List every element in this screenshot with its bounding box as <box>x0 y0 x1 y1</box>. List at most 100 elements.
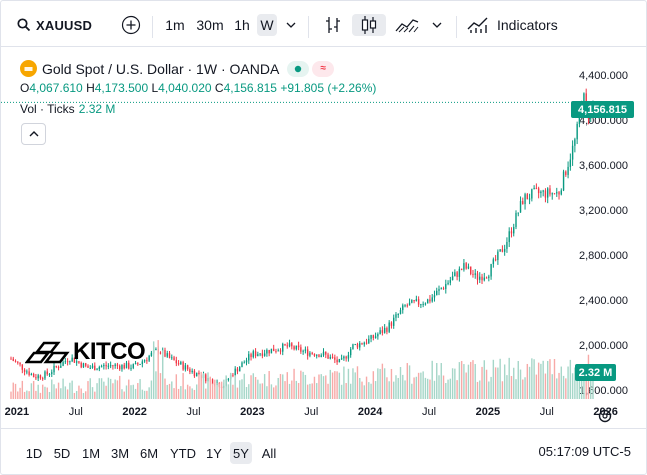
interval-1h[interactable]: 1h <box>234 17 250 33</box>
symbol-name: XAUUSD <box>36 17 93 33</box>
indicators-button[interactable]: Indicators <box>467 14 567 36</box>
interval-dropdown[interactable] <box>283 14 299 36</box>
range-ytd[interactable]: YTD <box>170 445 196 461</box>
candle-body <box>82 363 85 368</box>
candle-body <box>488 276 490 278</box>
toolbar-divider <box>308 16 309 38</box>
candle-body <box>329 356 332 359</box>
area-chart-icon <box>395 19 419 33</box>
kitco-logo: KITCO <box>25 338 146 366</box>
candle-body <box>381 330 384 333</box>
x-axis-label: 2023 <box>240 406 264 418</box>
candle-body <box>71 357 73 362</box>
volume-bar <box>103 381 105 399</box>
volume-bar <box>150 380 153 399</box>
x-axis-label: 2024 <box>358 406 383 418</box>
area-chart-style-button[interactable] <box>392 14 422 36</box>
interval-weekly[interactable]: W <box>257 14 277 36</box>
range-3m[interactable]: 3M <box>110 445 130 461</box>
range-1m[interactable]: 1M <box>81 445 101 461</box>
candle-body <box>159 352 162 354</box>
search-icon <box>17 18 31 32</box>
candle-body <box>69 361 71 363</box>
candle-body <box>98 367 101 370</box>
volume-bar <box>370 383 372 399</box>
candle-body <box>239 367 241 372</box>
volume-bar <box>177 388 180 399</box>
candle-body <box>121 364 123 370</box>
volume-bar <box>311 383 313 399</box>
candle-body <box>531 189 533 199</box>
volume-bar <box>585 365 587 399</box>
candle-body <box>19 362 21 365</box>
collapse-legend-button[interactable] <box>21 123 46 145</box>
candle-body <box>189 369 191 373</box>
market-open-icon[interactable] <box>287 60 310 77</box>
candle-body <box>340 358 343 360</box>
candle-body <box>87 365 89 368</box>
volume-bar <box>30 383 33 399</box>
interval-1m[interactable]: 1m <box>165 17 185 33</box>
volume-bar <box>406 363 408 399</box>
candle-body <box>10 358 12 360</box>
range-1y[interactable]: 1Y <box>206 445 222 461</box>
close-key: C <box>214 81 224 95</box>
range-1d[interactable]: 1D <box>25 445 43 461</box>
candle-body <box>549 188 551 195</box>
candles-style-button[interactable] <box>352 14 386 36</box>
candle-body <box>571 145 574 160</box>
candle-body <box>569 159 572 167</box>
candle-body <box>14 360 17 362</box>
compare-symbol-button[interactable] <box>120 14 142 36</box>
volume-bar <box>408 365 411 399</box>
volume-bar <box>411 383 413 399</box>
candle-body <box>279 350 282 352</box>
volume-bar <box>286 372 288 399</box>
symbol-description: Gold Spot / U.S. Dollar · 1W · OANDA <box>42 60 280 77</box>
volume-bar <box>365 376 368 399</box>
volume-bar <box>191 388 193 399</box>
bar-chart-style-button[interactable] <box>320 14 346 36</box>
candle-body <box>320 355 322 358</box>
delayed-data-icon[interactable]: ≈ <box>312 60 335 77</box>
volume-bar <box>558 372 560 399</box>
candle-body <box>32 373 35 378</box>
volume-bar <box>132 384 134 399</box>
settings-icon[interactable] <box>598 409 612 423</box>
volume-bar <box>465 372 467 399</box>
candle-body <box>55 365 57 367</box>
volume-bar <box>438 375 440 399</box>
volume-bar <box>171 381 173 399</box>
volume-bar <box>39 392 42 399</box>
timezone-clock[interactable]: 05:17:09 UTC-5 <box>538 444 632 459</box>
volume-bar <box>209 376 211 399</box>
volume-bar <box>82 393 85 399</box>
volume-bar <box>75 390 78 399</box>
candle-body <box>232 374 234 376</box>
candle-body <box>449 280 452 283</box>
volume-bar <box>349 383 352 399</box>
volume-bar <box>580 378 583 399</box>
candle-body <box>510 231 513 234</box>
chart-style-dropdown[interactable] <box>429 14 445 36</box>
candle-body <box>399 310 402 315</box>
volume-bar <box>533 359 535 399</box>
volume-bar <box>168 383 171 399</box>
volume-bar <box>578 366 581 399</box>
range-6m[interactable]: 6M <box>139 445 159 461</box>
candle-body <box>436 290 438 296</box>
candle-body <box>277 350 279 352</box>
price-chart[interactable]: 4,400.0004,000.0003,600.0003,200.0002,80… <box>1 48 646 428</box>
volume-bar <box>334 371 336 399</box>
interval-30m[interactable]: 30m <box>196 17 224 33</box>
symbol-search[interactable]: XAUUSD <box>17 14 107 36</box>
market-status: ≈ <box>287 60 335 77</box>
volume-bar <box>96 383 98 399</box>
range-5d[interactable]: 5D <box>53 445 71 461</box>
volume-bar <box>297 382 300 399</box>
range-all[interactable]: All <box>261 445 277 461</box>
bars-style-icon <box>326 17 340 33</box>
volume-bar <box>420 372 422 399</box>
candle-body <box>306 349 309 356</box>
range-5y[interactable]: 5Y <box>230 442 252 464</box>
